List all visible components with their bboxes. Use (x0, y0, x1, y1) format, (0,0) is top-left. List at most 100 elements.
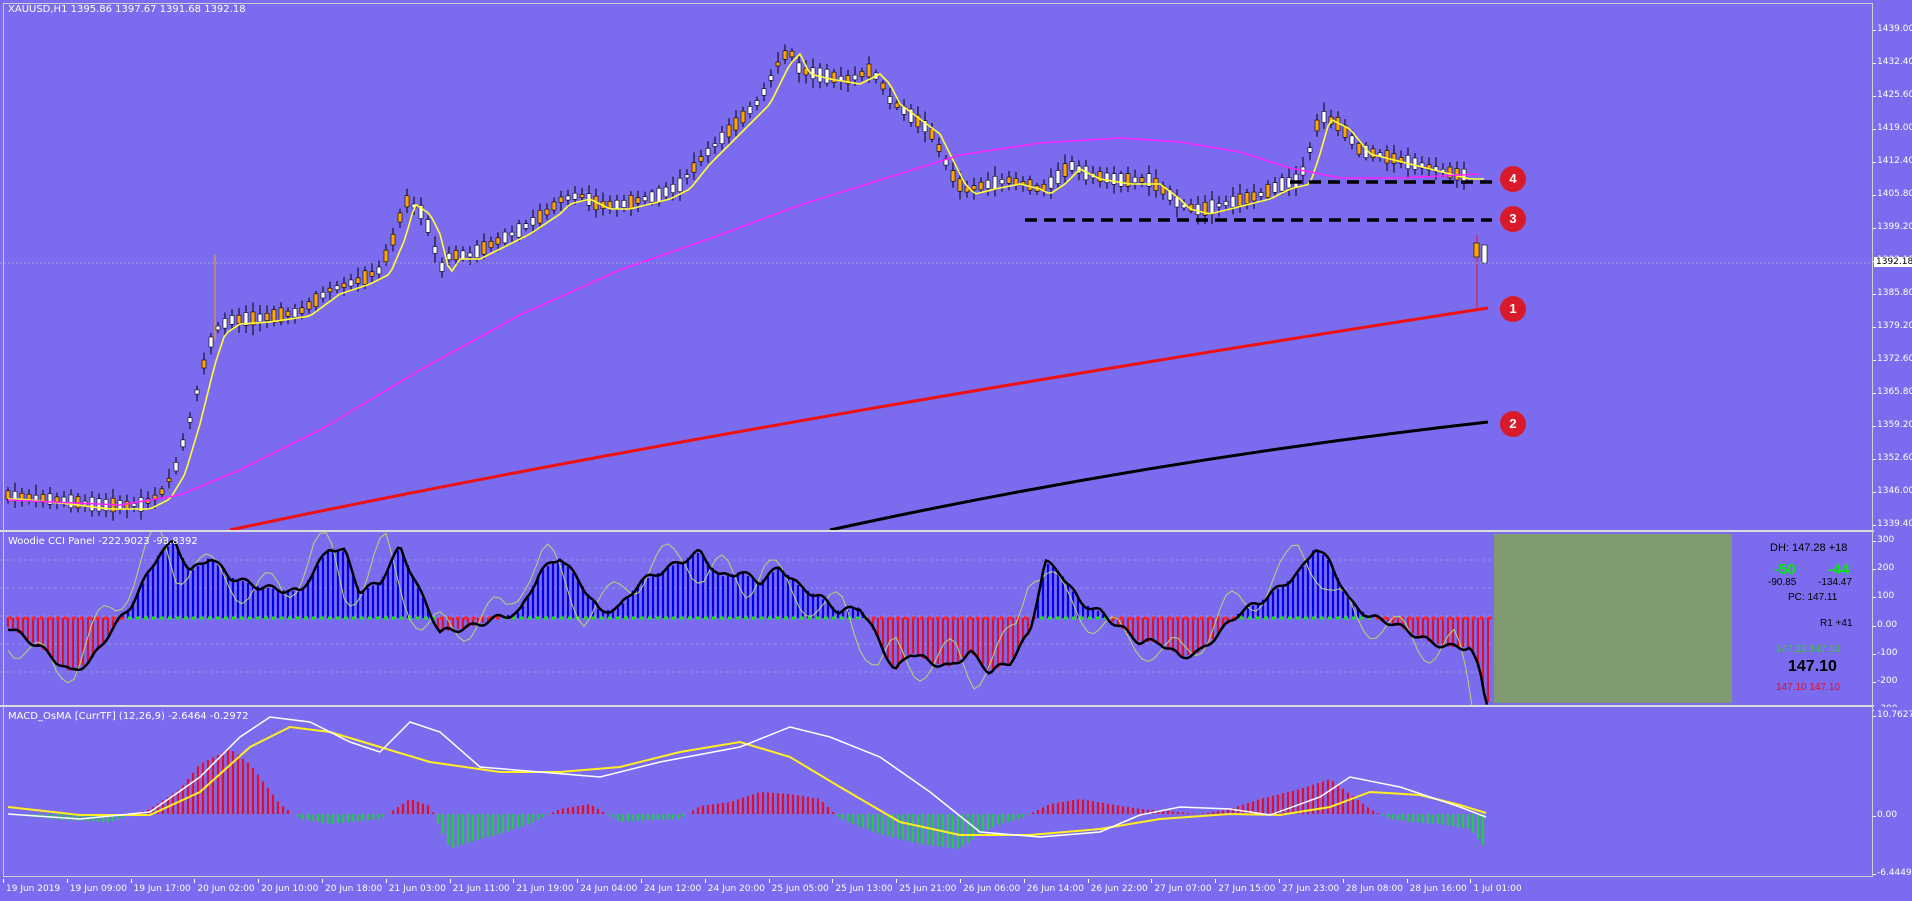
candle-body (859, 71, 865, 77)
price-axis-label: 1385.80 (1872, 288, 1912, 298)
price-axis-label: 1419.00 (1872, 123, 1912, 133)
price-axis-label: 1359.20 (1872, 420, 1912, 430)
candle-body (957, 178, 963, 192)
price-chart-pane[interactable]: XAUUSD,H1 1395.86 1397.67 1391.68 1392.1… (0, 0, 1874, 530)
candle-body (733, 117, 739, 131)
macd-osma-pane[interactable]: MACD_OsMA [CurrTF] (12,26,9) -2.6464 -0.… (0, 707, 1874, 879)
cci-zero-dot (1456, 616, 1460, 620)
candle-body (1223, 201, 1229, 206)
cci-left-sub: -90.85 (1768, 577, 1797, 588)
cci-zero-dot (328, 616, 332, 620)
cci-zero-dot (384, 616, 388, 620)
cci-turbo-line (7, 532, 1473, 705)
candle-body (47, 493, 53, 505)
candle-body (1069, 161, 1075, 171)
macd-axis[interactable] (1874, 707, 1912, 879)
cci-axis-label: 300 (1872, 535, 1895, 545)
candle-body (1391, 153, 1397, 164)
time-axis-label: 19 Jun 09:00 (66, 879, 127, 894)
cci-zero-dot (1168, 616, 1172, 620)
candle-body (1118, 173, 1124, 187)
candle-body (565, 195, 571, 201)
cci-zero-dot (928, 616, 932, 620)
cci-red-levels: 147.10 147.10 (1776, 682, 1840, 693)
candle-body (1230, 196, 1236, 208)
candle-body (887, 96, 893, 104)
candle-body (670, 183, 676, 194)
cci-dh-label: DH: 147.28 +18 (1770, 542, 1848, 554)
candle-body (852, 74, 858, 81)
cci-zero-dot (1048, 616, 1052, 620)
candle-body (1195, 204, 1201, 215)
cci-axis-label: -200 (1872, 676, 1898, 686)
candle-body (1342, 124, 1348, 138)
candle-body (621, 200, 627, 208)
candle-body (26, 493, 32, 501)
candle-body (1258, 192, 1264, 197)
cci-zero-dot (96, 616, 100, 620)
cci-zero-dot (1328, 616, 1332, 620)
candle-body (705, 148, 711, 156)
candle-body (509, 231, 515, 237)
candle-body (362, 270, 368, 285)
pane-separator-2[interactable] (0, 705, 1874, 707)
pane-separator[interactable] (0, 530, 1874, 532)
cci-zero-dot (1248, 616, 1252, 620)
cci-zero-dot (16, 616, 20, 620)
candle-body (460, 250, 466, 260)
cci-zero-dot (968, 616, 972, 620)
cci-zero-dot (1232, 616, 1236, 620)
candle-body (187, 417, 193, 423)
candle-body (383, 249, 389, 263)
cci-zero-dot (704, 616, 708, 620)
cci-axis[interactable] (1874, 532, 1912, 705)
macd-signal-line (7, 725, 1487, 836)
cci-zero-dot (1216, 616, 1220, 620)
candle-body (201, 359, 207, 369)
candle-body (831, 71, 837, 83)
candle-body (1027, 179, 1033, 191)
cci-zero-dot (40, 616, 44, 620)
cci-canvas[interactable] (0, 532, 1874, 705)
candle-body (369, 271, 375, 277)
cci-zero-dot (760, 616, 764, 620)
price-axis-label: 1352.60 (1872, 453, 1912, 463)
cci-zero-dot (800, 616, 804, 620)
cci-zero-dot (512, 616, 516, 620)
candle-body (530, 217, 536, 226)
cci-zero-dot (200, 616, 204, 620)
candle-body (1265, 184, 1271, 198)
woodie-cci-pane[interactable]: Woodie CCI Panel -222.9023 -93.8392 DH: … (0, 532, 1874, 705)
candle-body (173, 462, 179, 472)
macd-axis-label: -6.4449 (1873, 868, 1912, 878)
slow-ma-red-line (229, 306, 1489, 530)
cci-info-box (1494, 534, 1732, 703)
cci-zero-dot (1176, 616, 1180, 620)
cci-zero-dot (232, 616, 236, 620)
candle-body (929, 128, 935, 140)
cci-zero-dot (368, 616, 372, 620)
cci-zero-dot (784, 616, 788, 620)
macd-canvas[interactable] (0, 707, 1874, 879)
candle-body (1055, 170, 1061, 184)
candle-body (432, 246, 438, 254)
candle-body (1125, 173, 1131, 187)
cci-zero-dot (960, 616, 964, 620)
cci-zero-dot (1024, 616, 1028, 620)
cci-zero-dot (160, 616, 164, 620)
cci-zero-dot (1120, 616, 1124, 620)
candle-body (1167, 189, 1173, 201)
cci-zero-dot (248, 616, 252, 620)
candle-body (572, 192, 578, 200)
cci-zero-dot (208, 616, 212, 620)
cci-zero-dot (768, 616, 772, 620)
cci-zero-dot (472, 616, 476, 620)
cci-zero-dot (464, 616, 468, 620)
price-chart-canvas[interactable] (0, 0, 1874, 530)
candle-body (271, 309, 277, 323)
time-axis-label: 25 Jun 21:00 (896, 879, 957, 894)
candle-body (726, 124, 732, 138)
cci-zero-dot (408, 616, 412, 620)
candle-body (327, 287, 333, 293)
candle-body (278, 307, 284, 323)
